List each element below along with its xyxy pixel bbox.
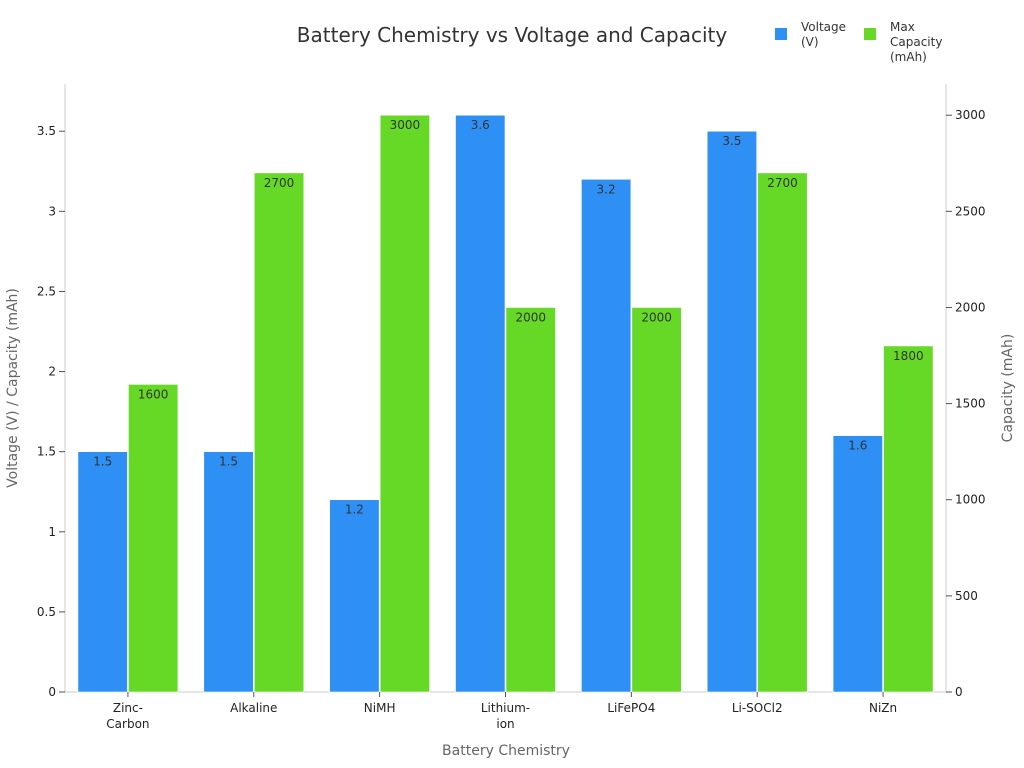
voltage-bar-label: 3.2 [597, 182, 616, 196]
x-category-label: NiZn [869, 701, 897, 715]
x-category-label: LiFePO4 [607, 701, 655, 715]
left-y-tick-label: 3 [48, 204, 56, 218]
capacity-bar-label: 3000 [390, 118, 421, 132]
legend-swatch [864, 28, 876, 40]
capacity-bar [757, 172, 808, 693]
voltage-bar [706, 130, 758, 693]
right-y-tick-label: 1500 [955, 397, 986, 411]
capacity-bar-label: 2700 [264, 176, 295, 190]
x-category-label: Lithium- [481, 701, 530, 715]
legend-label: Voltage [801, 20, 846, 34]
left-y-tick-label: 2 [48, 365, 56, 379]
legend-label: Max [890, 20, 915, 34]
voltage-bar-label: 1.5 [219, 455, 238, 469]
legend-label: Capacity [890, 35, 942, 49]
left-y-tick-label: 3.5 [37, 124, 56, 138]
capacity-bar-label: 2000 [515, 310, 546, 324]
x-category-label: NiMH [364, 701, 396, 715]
left-y-tick-label: 1.5 [37, 445, 56, 459]
x-axis-category-labels: Zinc- Carbon Alkaline NiMH Lithium-ion LiFePO… [106, 692, 897, 731]
left-y-tick-label: 1 [48, 525, 56, 539]
right-y-tick-label: 500 [955, 589, 978, 603]
capacity-bar-label: 1800 [893, 349, 924, 363]
left-y-tick-label: 0 [48, 685, 56, 699]
voltage-bar-label: 1.5 [93, 455, 112, 469]
x-category-label: Alkaline [230, 701, 277, 715]
voltage-bar-label: 3.5 [722, 134, 741, 148]
left-y-tick-label: 0.5 [37, 605, 56, 619]
capacity-bar [379, 114, 430, 693]
capacity-bar-label: 2000 [641, 310, 672, 324]
voltage-bar-label: 3.6 [471, 118, 490, 132]
voltage-bar [329, 499, 380, 693]
x-category-label: Zinc- [113, 701, 143, 715]
voltage-bar [203, 451, 254, 693]
legend-swatch [775, 28, 787, 40]
capacity-bar [883, 345, 934, 693]
x-category-label: Li-SOCl2 [732, 701, 783, 715]
left-y-axis: 0 0.5 1 1.5 2 2.5 3 3.5 [37, 124, 65, 699]
right-y-tick-label: 2000 [955, 300, 986, 314]
legend-label: (mAh) [890, 50, 927, 64]
bar-group [77, 114, 934, 693]
right-y-axis: 0 500 1000 1500 2000 2500 3000 [946, 108, 986, 699]
capacity-bar [631, 307, 682, 693]
left-y-tick-label: 2.5 [37, 284, 56, 298]
legend-label: (V) [801, 35, 819, 49]
voltage-bar [455, 114, 506, 693]
x-category-label: Carbon [106, 717, 149, 731]
left-y-axis-title: Voltage (V) / Capacity (mAh) [5, 288, 21, 488]
chart-title: Battery Chemistry vs Voltage and Capacit… [297, 23, 728, 47]
capacity-bar [253, 172, 305, 693]
voltage-bar-label: 1.2 [345, 503, 364, 517]
capacity-bar-label: 2700 [767, 176, 798, 190]
right-y-tick-label: 1000 [955, 493, 986, 507]
voltage-bar [832, 435, 883, 693]
x-category-label: ion [496, 717, 514, 731]
right-y-tick-label: 3000 [955, 108, 986, 122]
capacity-bar [505, 307, 556, 693]
voltage-bar [581, 178, 632, 693]
right-y-axis-title: Capacity (mAh) [1000, 334, 1016, 443]
x-axis-title: Battery Chemistry [442, 743, 570, 759]
capacity-bar-label: 1600 [138, 387, 169, 401]
right-y-tick-label: 0 [955, 685, 963, 699]
voltage-bar-label: 1.6 [848, 439, 867, 453]
bar-label-group: 1.5 1600 1.5 2700 1.2 3000 3.6 2000 3.2 2000 3.5 27… [93, 118, 923, 517]
capacity-bar [128, 384, 179, 693]
voltage-bar [77, 451, 128, 693]
right-y-tick-label: 2500 [955, 204, 986, 218]
